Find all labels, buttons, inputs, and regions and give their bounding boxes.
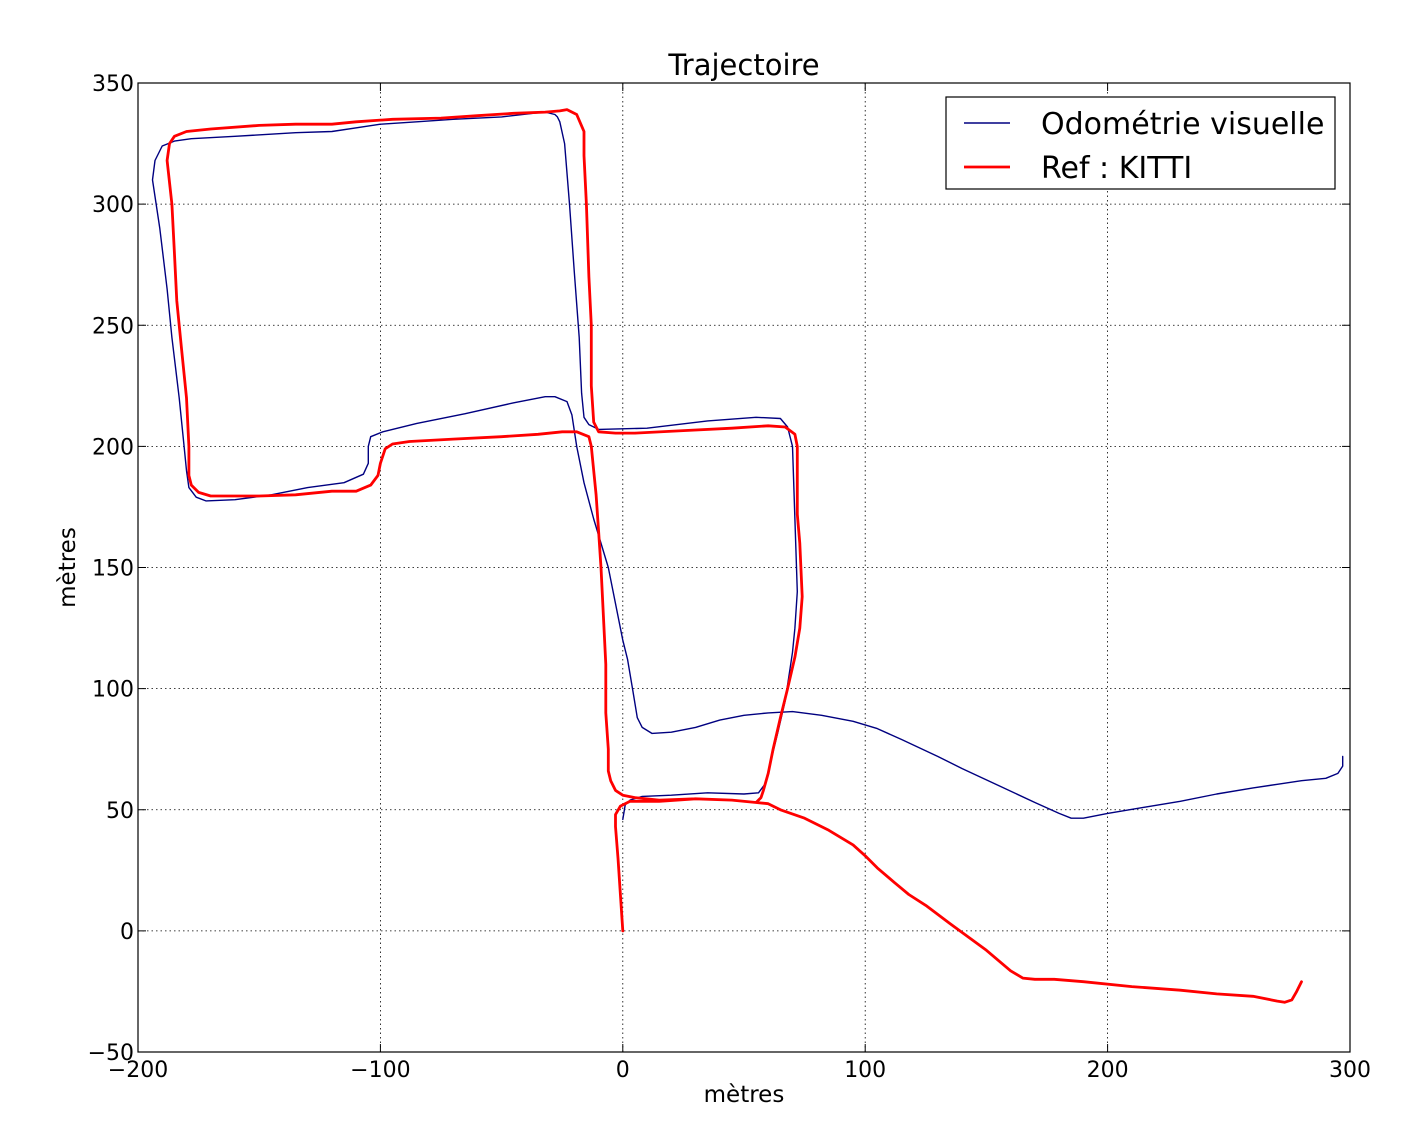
- x-tick-label: −100: [350, 1058, 410, 1083]
- x-tick-label: 200: [1087, 1058, 1129, 1083]
- y-tick-label: 200: [92, 435, 134, 460]
- series-ref-kitti: [165, 108, 1303, 1004]
- ticks: −200 −100 0 100 200 300 −50 0 50 100 150 200 250 300 3…: [88, 72, 1371, 1083]
- y-tick-label: 150: [92, 557, 134, 582]
- y-tick-label: 0: [120, 920, 134, 945]
- y-tick-label: 50: [106, 799, 134, 824]
- legend-box: [945, 96, 1336, 190]
- x-tick-label: −200: [108, 1058, 168, 1083]
- x-tick-label: 100: [844, 1058, 886, 1083]
- y-axis-label: mètres: [55, 527, 81, 608]
- series-group: [151, 108, 1344, 1004]
- x-tick-label: 0: [616, 1058, 630, 1083]
- y-tick-label: 250: [92, 314, 134, 339]
- x-axis-label: mètres: [704, 1082, 785, 1108]
- legend-label-kitti: Ref : KITTI: [1041, 151, 1192, 186]
- y-tick-label: 300: [92, 193, 134, 218]
- legend-label-odometrie: Odométrie visuelle: [1041, 107, 1324, 142]
- y-tick-label: 350: [92, 72, 134, 97]
- x-tick-label: 300: [1329, 1058, 1371, 1083]
- y-tick-label: −50: [88, 1041, 134, 1066]
- legend: Odométrie visuelle Ref : KITTI: [945, 96, 1336, 190]
- chart-title: Trajectoire: [667, 48, 819, 82]
- series-odometrie-visuelle: [151, 111, 1344, 821]
- y-tick-label: 100: [92, 678, 134, 703]
